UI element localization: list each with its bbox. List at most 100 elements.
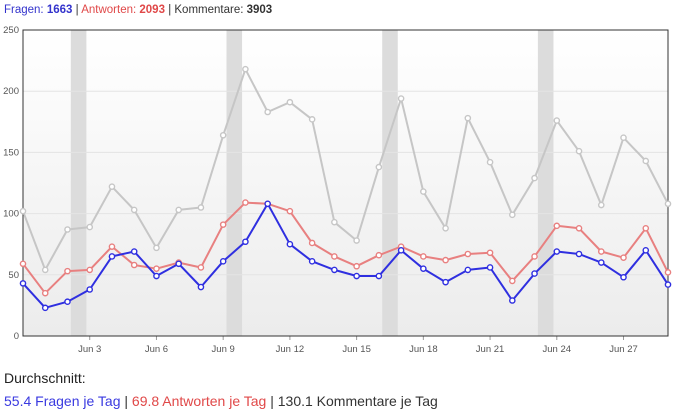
questions-data-point xyxy=(420,265,427,272)
activity-chart: 0 50 100 150 200 250 Jun 3 Jun 6 Jun 9 Jun 12 Jun … xyxy=(0,20,680,365)
comments-data-point xyxy=(597,201,605,209)
comments-data-point xyxy=(420,188,427,195)
x-tick-label: Jun 3 xyxy=(78,344,101,355)
y-tick-label: 50 xyxy=(8,270,19,281)
answers-data-point xyxy=(353,262,360,270)
questions-data-point xyxy=(553,248,561,255)
average-answers: 69.8 Antworten je Tag xyxy=(131,393,267,409)
answers-data-point xyxy=(153,265,160,272)
answers-data-point xyxy=(597,248,605,255)
y-tick-label: 150 xyxy=(3,147,19,158)
answers-data-point xyxy=(664,269,672,276)
questions-data-point xyxy=(175,260,182,268)
questions-data-point xyxy=(153,272,160,280)
comments-data-point xyxy=(464,114,472,122)
x-tick-label: Jun 15 xyxy=(342,344,371,355)
questions-data-point xyxy=(108,253,116,260)
comments-data-point xyxy=(130,206,138,214)
comments-total-value: 3903 xyxy=(246,4,273,16)
comments-data-point xyxy=(486,158,494,166)
answers-data-point xyxy=(442,256,449,264)
questions-series-line xyxy=(22,202,669,309)
comments-data-point xyxy=(553,117,561,124)
comments-data-point xyxy=(442,224,449,232)
comments-data-point xyxy=(264,108,271,116)
comments-data-point xyxy=(19,207,27,215)
separator: | xyxy=(168,4,172,16)
answers-data-point xyxy=(420,253,427,260)
questions-data-point xyxy=(353,272,360,280)
answers-data-point xyxy=(620,254,627,261)
answers-data-point xyxy=(219,221,227,228)
questions-data-point xyxy=(19,280,27,287)
comments-data-point xyxy=(531,174,538,182)
answers-data-point xyxy=(41,289,49,297)
comments-data-point xyxy=(64,226,71,233)
answers-data-point xyxy=(130,261,138,269)
answers-data-point xyxy=(375,251,383,259)
plot-frame xyxy=(22,29,669,337)
questions-data-point xyxy=(486,264,494,271)
questions-data-point xyxy=(642,247,650,254)
comments-series-line xyxy=(22,68,669,271)
comments-data-point xyxy=(642,157,650,165)
weekend-band xyxy=(70,30,87,336)
answers-data-point xyxy=(486,249,494,257)
questions-data-point xyxy=(442,278,449,286)
answers-data-point xyxy=(575,224,583,232)
questions-total-value: 1663 xyxy=(46,4,73,16)
plot-background xyxy=(23,30,668,336)
answers-data-point xyxy=(553,222,561,230)
weekend-band xyxy=(537,30,554,336)
x-tick-label: Jun 12 xyxy=(276,344,305,355)
answers-data-point xyxy=(108,243,116,250)
comments-data-point xyxy=(219,131,227,139)
questions-data-point xyxy=(620,273,627,281)
activity-line-chart: 0 50 100 150 200 250 Jun 3 Jun 6 Jun 9 Jun 12 Jun … xyxy=(3,25,672,355)
comments-data-point xyxy=(664,200,672,208)
comments-total-label: Kommentare: xyxy=(174,4,244,16)
questions-data-point xyxy=(86,286,94,293)
questions-data-point xyxy=(264,200,271,208)
questions-data-point xyxy=(664,281,672,288)
average-questions: 55.4 Fragen je Tag xyxy=(4,393,121,409)
answers-data-point xyxy=(197,264,205,271)
comments-data-point xyxy=(375,163,383,171)
x-tick-label: Jun 21 xyxy=(476,344,505,355)
questions-data-point xyxy=(197,283,205,291)
separator: | xyxy=(270,393,274,409)
comments-data-point xyxy=(397,95,405,102)
answers-series-line xyxy=(22,201,669,295)
questions-data-point xyxy=(597,259,605,266)
answers-data-point xyxy=(509,277,516,285)
answers-data-point xyxy=(19,260,27,268)
weekend-band xyxy=(382,30,398,336)
comments-data-point xyxy=(175,206,182,214)
x-tick-label: Jun 6 xyxy=(145,344,168,355)
comments-data-point xyxy=(197,204,205,211)
x-tick-label: Jun 18 xyxy=(409,344,438,355)
y-tick-label: 200 xyxy=(3,86,19,97)
separator: | xyxy=(124,393,129,409)
comments-data-point xyxy=(242,65,249,73)
comments-data-point xyxy=(153,244,160,252)
x-tick-label: Jun 24 xyxy=(543,344,572,355)
answers-data-point xyxy=(242,199,249,206)
questions-data-point xyxy=(286,240,294,248)
weekend-band xyxy=(226,30,243,336)
questions-data-point xyxy=(242,238,249,246)
separator: | xyxy=(75,4,79,16)
answers-data-point xyxy=(64,267,71,275)
average-comments: 130.1 Kommentare je Tag xyxy=(277,393,438,409)
x-tick-label: Jun 9 xyxy=(212,344,235,355)
questions-data-point xyxy=(509,297,516,304)
comments-data-point xyxy=(308,116,316,123)
average-title: Durchschnitt: xyxy=(4,370,86,386)
y-tick-label: 250 xyxy=(3,25,19,36)
comments-data-point xyxy=(41,266,49,274)
y-tick-label: 0 xyxy=(14,331,19,342)
answers-data-point xyxy=(86,266,94,274)
comments-data-point xyxy=(575,147,583,155)
questions-data-point xyxy=(531,270,538,277)
answers-total-value: 2093 xyxy=(139,4,165,16)
